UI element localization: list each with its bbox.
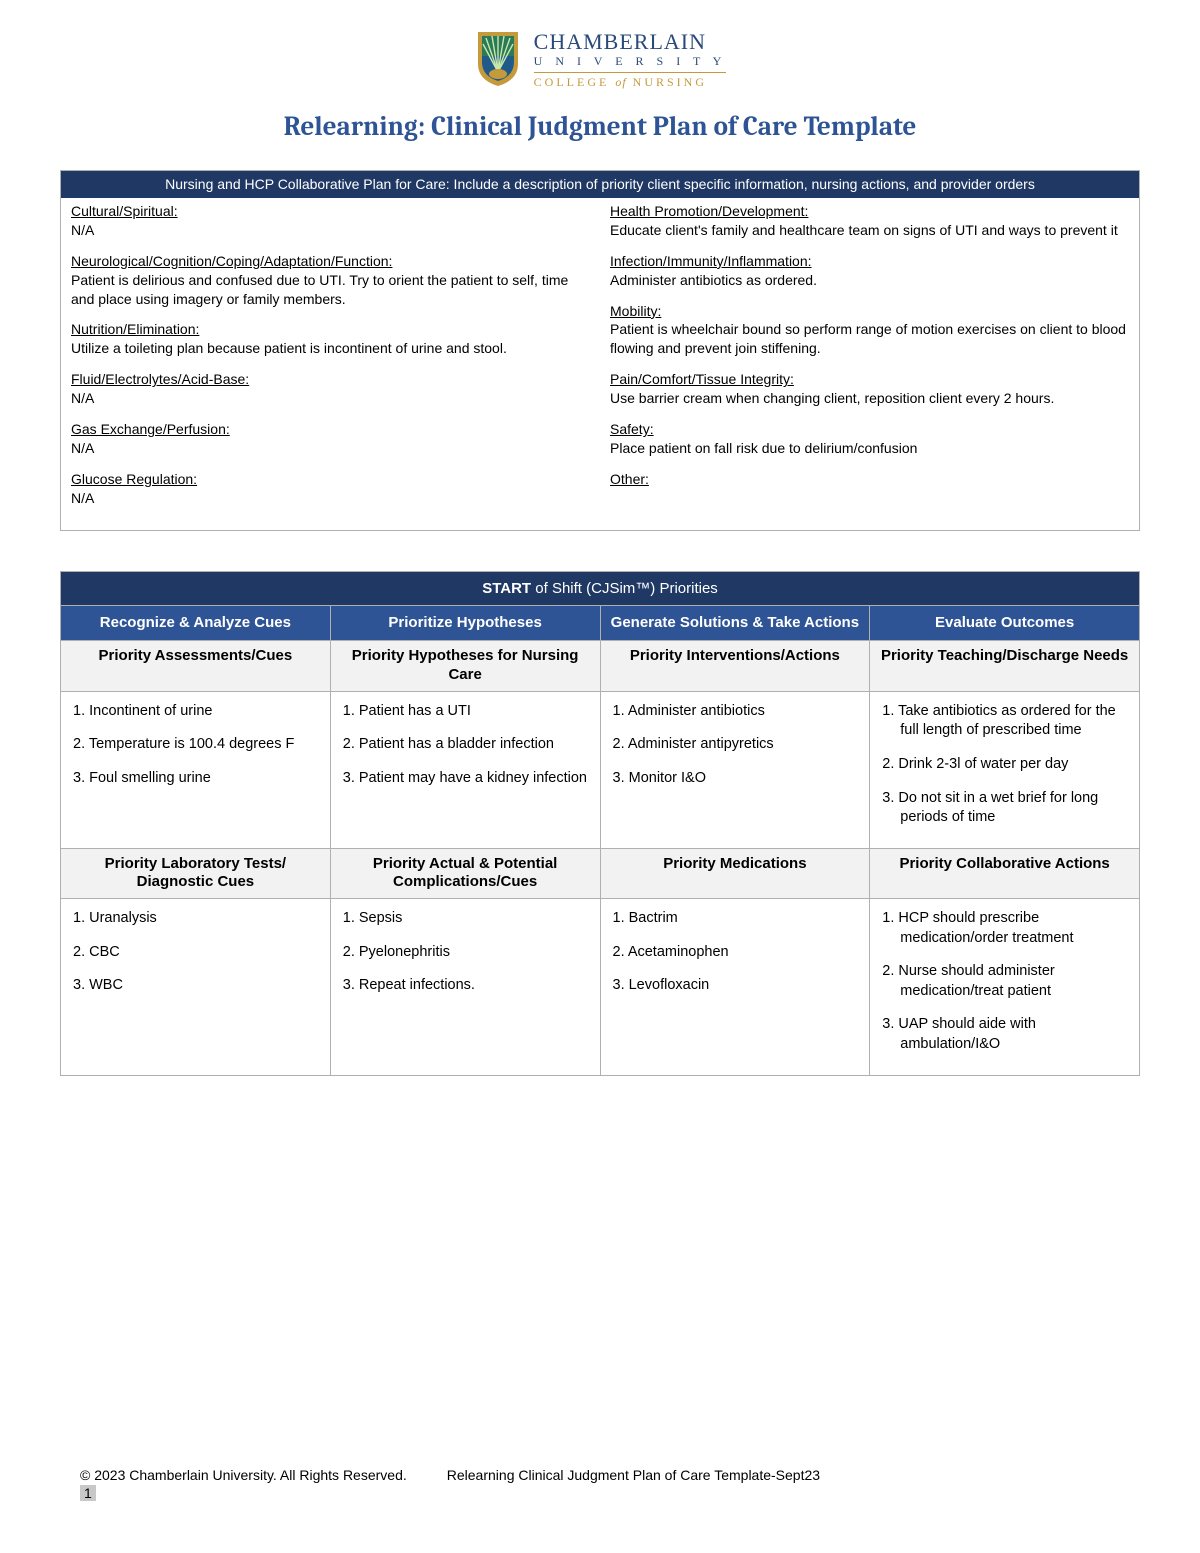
content-cell: 1. Incontinent of urine 2. Temperature i…	[61, 691, 331, 848]
plan-text: N/A	[71, 390, 94, 406]
document-title: Relearning: Clinical Judgment Plan of Ca…	[60, 111, 1140, 142]
plan-label: Other:	[610, 471, 649, 487]
list-item: 2. Administer antipyretics	[613, 735, 858, 755]
content-cell: 1. Uranalysis 2. CBC 3. WBC	[61, 899, 331, 1075]
plan-label: Infection/Immunity/Inflammation:	[610, 253, 812, 269]
content-cell: 1. Patient has a UTI 2. Patient has a bl…	[330, 691, 600, 848]
plan-label: Health Promotion/Development:	[610, 203, 808, 219]
sub-header: Priority Teaching/Discharge Needs	[870, 641, 1140, 692]
shift-start-header: START of Shift (CJSim™) Priorities	[61, 571, 1140, 605]
column-header: Evaluate Outcomes	[870, 605, 1140, 641]
plan-text: Utilize a toileting plan because patient…	[71, 340, 507, 356]
list-item: 3. UAP should aide with ambulation/I&O	[882, 1015, 1127, 1054]
list-item: 2. Patient has a bladder infection	[343, 735, 588, 755]
list-item: 3. Patient may have a kidney infection	[343, 769, 588, 789]
content-cell: 1. Bactrim 2. Acetaminophen 3. Levofloxa…	[600, 899, 870, 1075]
list-item: 1. Sepsis	[343, 909, 588, 929]
shield-icon	[474, 30, 522, 88]
list-item: 1. Uranalysis	[73, 909, 318, 929]
sub-header: Priority Hypotheses for Nursing Care	[330, 641, 600, 692]
plan-text: N/A	[71, 222, 94, 238]
list-item: 2. Acetaminophen	[613, 943, 858, 963]
plan-text: Patient is delirious and confused due to…	[71, 272, 568, 307]
plan-right-column: Health Promotion/Development: Educate cli…	[600, 198, 1139, 530]
list-item: 1. Administer antibiotics	[613, 702, 858, 722]
list-item: 3. Foul smelling urine	[73, 769, 318, 789]
copyright-text: © 2023 Chamberlain University. All Right…	[80, 1467, 407, 1483]
sub-header: Priority Medications	[600, 848, 870, 899]
logo-block: CHAMBERLAIN U N I V E R S I T Y COLLEGE …	[60, 30, 1140, 91]
plan-label: Mobility:	[610, 303, 661, 319]
plan-text: Use barrier cream when changing client, …	[610, 390, 1054, 406]
list-item: 2. Drink 2-3l of water per day	[882, 755, 1127, 775]
sub-header: Priority Interventions/Actions	[600, 641, 870, 692]
plan-label: Safety:	[610, 421, 654, 437]
content-cell: 1. Administer antibiotics 2. Administer …	[600, 691, 870, 848]
plan-of-care-table: Nursing and HCP Collaborative Plan for C…	[60, 170, 1140, 530]
logo-text: CHAMBERLAIN U N I V E R S I T Y COLLEGE …	[534, 30, 727, 88]
logo-college: COLLEGE of NURSING	[534, 72, 727, 89]
logo-row: CHAMBERLAIN U N I V E R S I T Y COLLEGE …	[474, 30, 727, 88]
list-item: 3. Repeat infections.	[343, 976, 588, 996]
sub-header: Priority Collaborative Actions	[870, 848, 1140, 899]
plan-text: Administer antibiotics as ordered.	[610, 272, 817, 288]
list-item: 3. Do not sit in a wet brief for long pe…	[882, 789, 1127, 828]
plan-label: Glucose Regulation:	[71, 471, 197, 487]
page-container: CHAMBERLAIN U N I V E R S I T Y COLLEGE …	[0, 0, 1200, 1076]
content-cell: 1. HCP should prescribe medication/order…	[870, 899, 1140, 1075]
list-item: 1. Patient has a UTI	[343, 702, 588, 722]
list-item: 1. Take antibiotics as ordered for the f…	[882, 702, 1127, 741]
plan-label: Cultural/Spiritual:	[71, 203, 178, 219]
column-header: Generate Solutions & Take Actions	[600, 605, 870, 641]
plan-text: N/A	[71, 440, 94, 456]
list-item: 1. HCP should prescribe medication/order…	[882, 909, 1127, 948]
logo-main: CHAMBERLAIN	[534, 30, 727, 53]
plan-label: Neurological/Cognition/Coping/Adaptation…	[71, 253, 392, 269]
plan-text: Place patient on fall risk due to deliri…	[610, 440, 917, 456]
plan-body: Cultural/Spiritual: N/A Neurological/Cogn…	[61, 198, 1139, 530]
plan-header: Nursing and HCP Collaborative Plan for C…	[61, 171, 1139, 198]
list-item: 3. WBC	[73, 976, 318, 996]
list-item: 2. Pyelonephritis	[343, 943, 588, 963]
plan-text: N/A	[71, 490, 94, 506]
sub-header: Priority Assessments/Cues	[61, 641, 331, 692]
logo-college-2: NURSING	[633, 75, 707, 89]
content-cell: 1. Take antibiotics as ordered for the f…	[870, 691, 1140, 848]
list-item: 3. Levofloxacin	[613, 976, 858, 996]
sub-header: Priority Laboratory Tests/ Diagnostic Cu…	[61, 848, 331, 899]
list-item: 1. Bactrim	[613, 909, 858, 929]
logo-college-of: of	[615, 75, 626, 89]
plan-text: Educate client's family and healthcare t…	[610, 222, 1118, 238]
list-item: 3. Monitor I&O	[613, 769, 858, 789]
column-header: Prioritize Hypotheses	[330, 605, 600, 641]
plan-left-column: Cultural/Spiritual: N/A Neurological/Cogn…	[61, 198, 600, 530]
list-item: 2. CBC	[73, 943, 318, 963]
plan-label: Fluid/Electrolytes/Acid-Base:	[71, 371, 249, 387]
list-item: 1. Incontinent of urine	[73, 702, 318, 722]
logo-college-1: COLLEGE	[534, 75, 610, 89]
list-item: 2. Nurse should administer medication/tr…	[882, 962, 1127, 1001]
start-label: START	[482, 580, 531, 597]
plan-label: Pain/Comfort/Tissue Integrity:	[610, 371, 794, 387]
plan-label: Nutrition/Elimination:	[71, 321, 199, 337]
sub-header: Priority Actual & Potential Complication…	[330, 848, 600, 899]
document-name: Relearning Clinical Judgment Plan of Car…	[447, 1467, 820, 1483]
logo-university: U N I V E R S I T Y	[534, 55, 727, 68]
column-header: Recognize & Analyze Cues	[61, 605, 331, 641]
content-cell: 1. Sepsis 2. Pyelonephritis 3. Repeat in…	[330, 899, 600, 1075]
page-footer: © 2023 Chamberlain University. All Right…	[80, 1467, 1140, 1501]
plan-label: Gas Exchange/Perfusion:	[71, 421, 230, 437]
list-item: 2. Temperature is 100.4 degrees F	[73, 735, 318, 755]
page-number: 1	[80, 1485, 96, 1501]
plan-text: Patient is wheelchair bound so perform r…	[610, 321, 1126, 356]
start-suffix: of Shift (CJSim™) Priorities	[531, 580, 718, 597]
shift-priorities-table: START of Shift (CJSim™) Priorities Recog…	[60, 571, 1140, 1076]
